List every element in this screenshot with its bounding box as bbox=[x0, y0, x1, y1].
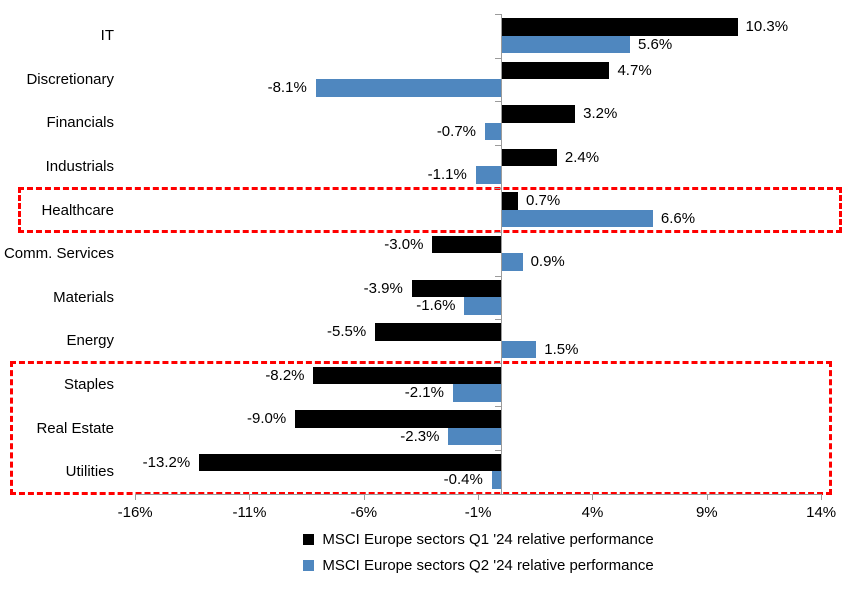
value-label-q1-energy: -5.5% bbox=[327, 323, 367, 341]
bar-q1-comm-services bbox=[432, 235, 501, 254]
legend: MSCI Europe sectors Q1 '24 relative perf… bbox=[135, 531, 822, 574]
value-label-q1-comm-services: -3.0% bbox=[384, 235, 424, 253]
category-label-real-estate: Real Estate bbox=[36, 419, 114, 437]
q2-series-swatch bbox=[303, 560, 315, 571]
bar-q2-staples bbox=[452, 384, 501, 402]
x-axis-tick bbox=[135, 493, 137, 500]
bar-q1-financials bbox=[502, 105, 576, 123]
bar-q1-staples bbox=[313, 366, 501, 385]
category-label-healthcare: Healthcare bbox=[41, 201, 114, 219]
x-axis-tick bbox=[821, 493, 823, 500]
value-label-q1-staples: -8.2% bbox=[265, 366, 305, 384]
bar-q1-discretionary bbox=[502, 61, 610, 80]
category-label-it: IT bbox=[100, 27, 114, 45]
bar-q2-healthcare bbox=[502, 209, 653, 228]
value-label-q1-utilities: -13.2% bbox=[142, 453, 191, 471]
x-axis-tick bbox=[363, 493, 365, 500]
legend-label-q2: MSCI Europe sectors Q2 '24 relative perf… bbox=[322, 557, 654, 574]
value-label-q1-healthcare: 0.7% bbox=[526, 192, 561, 210]
x-axis-tick bbox=[592, 493, 594, 500]
value-label-q1-materials: -3.9% bbox=[363, 279, 403, 297]
category-tick bbox=[495, 362, 502, 364]
category-label-industrials: Industrials bbox=[45, 158, 114, 176]
bar-q2-utilities bbox=[491, 471, 501, 489]
category-label-comm-services: Comm. Services bbox=[3, 245, 114, 263]
x-tick-label--1pct: -1% bbox=[464, 504, 492, 521]
value-label-q2-financials: -0.7% bbox=[436, 122, 476, 140]
value-label-q1-it: 10.3% bbox=[745, 18, 789, 35]
bar-q2-comm-services bbox=[502, 253, 523, 271]
category-tick bbox=[495, 144, 502, 146]
bar-q1-healthcare bbox=[502, 192, 518, 210]
category-tick bbox=[495, 493, 502, 495]
value-label-q2-materials: -1.6% bbox=[416, 297, 456, 315]
value-label-q1-real-estate: -9.0% bbox=[247, 410, 287, 428]
category-label-utilities: Utilities bbox=[65, 463, 114, 481]
value-label-q2-healthcare: 6.6% bbox=[660, 209, 696, 227]
category-label-materials: Materials bbox=[53, 288, 114, 306]
bar-q2-industrials bbox=[475, 166, 501, 184]
x-axis-tick bbox=[706, 493, 708, 500]
category-label-financials: Financials bbox=[46, 114, 114, 132]
value-label-q2-utilities: -0.4% bbox=[443, 471, 483, 489]
value-label-q2-real-estate: -2.3% bbox=[400, 427, 440, 445]
value-label-q2-it: 5.6% bbox=[638, 35, 673, 53]
category-label-discretionary: Discretionary bbox=[26, 70, 114, 88]
bar-q1-it bbox=[502, 18, 738, 36]
legend-item-q2: MSCI Europe sectors Q2 '24 relative perf… bbox=[303, 557, 654, 574]
bar-q1-materials bbox=[411, 279, 501, 298]
bar-q2-it bbox=[502, 35, 631, 53]
x-tick-label-4pct: 4% bbox=[581, 504, 604, 521]
x-axis-tick bbox=[478, 493, 480, 500]
category-label-energy: Energy bbox=[66, 332, 114, 350]
value-label-q2-discretionary: -8.1% bbox=[267, 79, 307, 97]
value-label-q2-comm-services: 0.9% bbox=[530, 253, 565, 271]
category-tick bbox=[495, 319, 502, 321]
value-label-q2-industrials: -1.1% bbox=[427, 166, 467, 184]
x-tick-label--16pct: -16% bbox=[117, 504, 153, 521]
legend-label-q1: MSCI Europe sectors Q1 '24 relative perf… bbox=[322, 531, 654, 548]
category-tick bbox=[495, 101, 502, 103]
legend-item-q1: MSCI Europe sectors Q1 '24 relative perf… bbox=[303, 531, 654, 548]
category-tick bbox=[495, 188, 502, 190]
q1-series-swatch bbox=[303, 534, 315, 545]
value-label-q1-industrials: 2.4% bbox=[564, 148, 600, 166]
x-tick-label--6pct: -6% bbox=[350, 504, 378, 521]
bar-q1-energy bbox=[375, 323, 501, 341]
category-tick bbox=[495, 57, 502, 59]
category-label-staples: Staples bbox=[63, 376, 114, 393]
category-tick bbox=[495, 449, 502, 451]
bar-q1-industrials bbox=[502, 148, 557, 167]
highlight-box-healthcare-highlight bbox=[18, 186, 842, 234]
bar-q2-energy bbox=[502, 340, 537, 359]
category-tick bbox=[495, 231, 502, 233]
value-label-q1-discretionary: 4.7% bbox=[617, 61, 652, 79]
value-label-q1-financials: 3.2% bbox=[583, 105, 618, 123]
value-label-q2-energy: 1.5% bbox=[544, 340, 579, 358]
x-tick-label-9pct: 9% bbox=[695, 504, 718, 521]
bar-q2-materials bbox=[464, 297, 501, 315]
x-axis-tick bbox=[249, 493, 251, 500]
value-label-q2-staples: -2.1% bbox=[404, 384, 444, 402]
bar-q2-real-estate bbox=[448, 427, 501, 446]
bar-q1-utilities bbox=[199, 453, 501, 472]
x-tick-label--11pct: -11% bbox=[232, 504, 267, 521]
category-tick bbox=[495, 14, 502, 15]
bar-q2-financials bbox=[484, 122, 501, 141]
bar-q2-discretionary bbox=[315, 79, 501, 97]
category-tick bbox=[495, 406, 502, 408]
bar-q1-real-estate bbox=[295, 410, 501, 428]
category-tick bbox=[495, 275, 502, 277]
x-tick-label-14pct: 14% bbox=[806, 504, 837, 521]
y-axis-line bbox=[501, 14, 502, 494]
